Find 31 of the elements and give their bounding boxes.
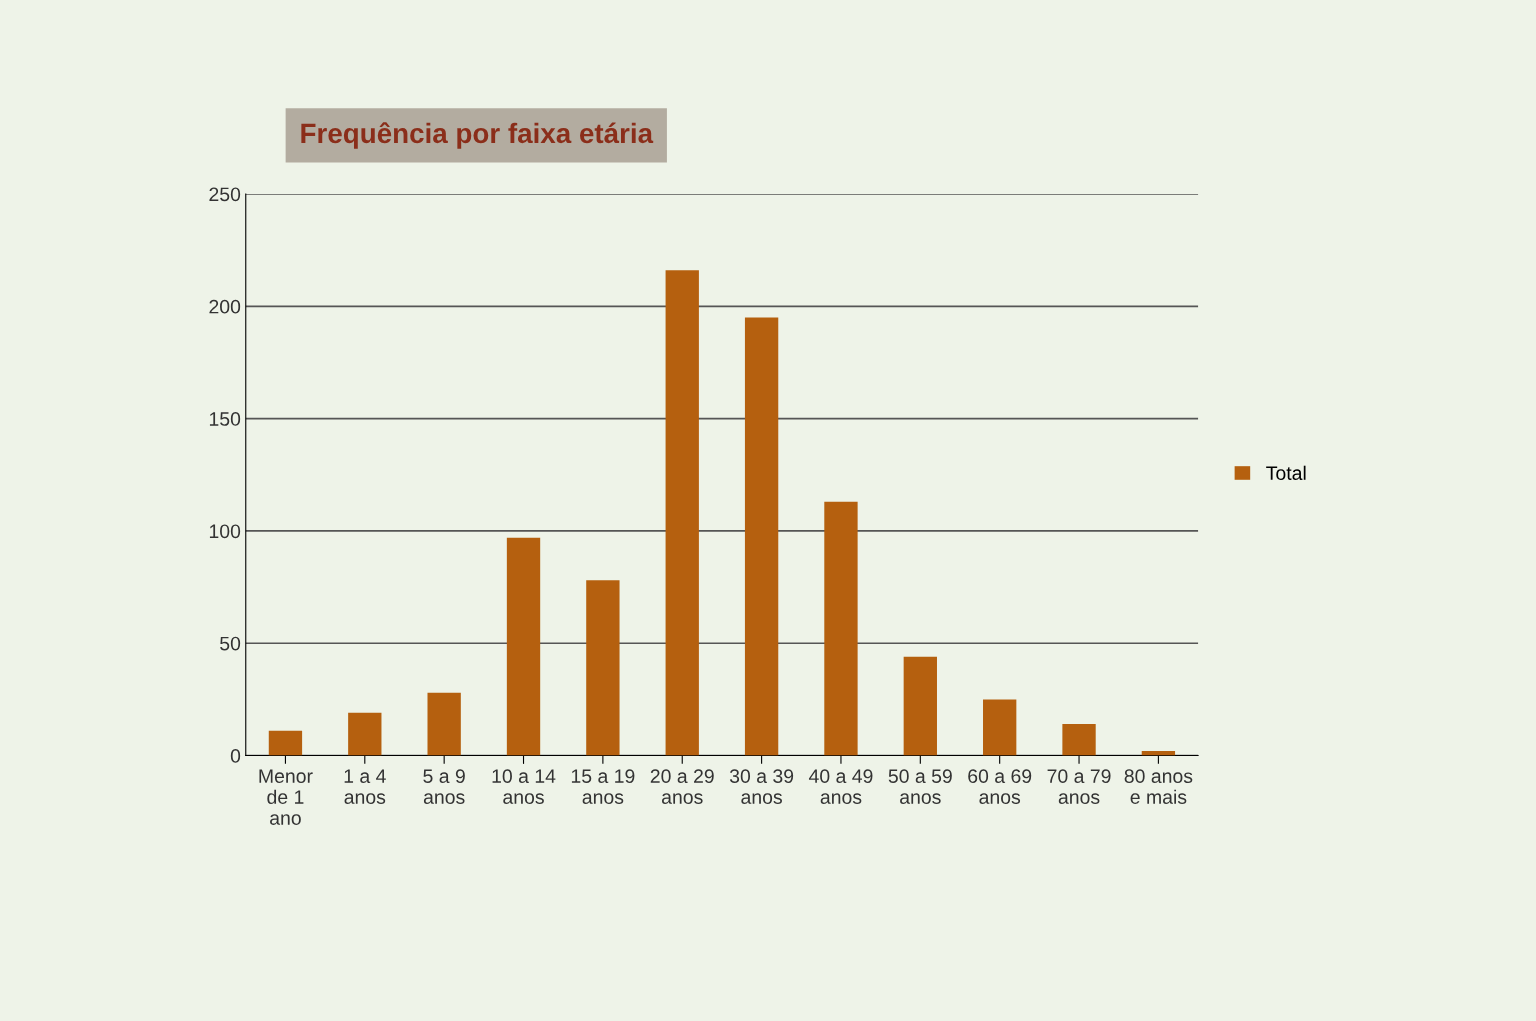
x-tick-label: 50 a 59 anos — [888, 769, 952, 804]
x-tick-label: 20 a 29 anos — [650, 769, 714, 804]
y-tick-label: 200 — [209, 299, 241, 314]
bar — [427, 692, 461, 756]
x-tick-label: 80 anos e mais — [1124, 769, 1193, 804]
legend-label: Total — [1266, 465, 1306, 480]
bar — [1062, 724, 1096, 756]
bar — [824, 501, 858, 756]
bar — [983, 699, 1017, 756]
bar — [903, 656, 937, 756]
chart-title: Frequência por faixa etária — [301, 122, 654, 149]
bar — [744, 317, 779, 756]
bar — [506, 537, 541, 756]
x-tick-label: 70 a 79 anos — [1047, 769, 1111, 804]
bar — [268, 730, 303, 756]
y-tick-label: 0 — [230, 749, 241, 763]
x-tick-label: 1 a 4 anos — [344, 769, 386, 804]
x-tick-label: 5 a 9 anos — [423, 769, 465, 804]
x-tick-label: 40 a 49 anos — [808, 769, 873, 804]
y-tick-label: 250 — [209, 187, 241, 202]
y-tick-label: 50 — [220, 636, 241, 651]
x-tick-label: 10 a 14 anos — [492, 769, 556, 804]
bar — [665, 270, 699, 756]
x-tick-label: Menor de 1 ano — [259, 769, 313, 825]
bar — [586, 580, 620, 756]
x-tick-label: 30 a 39 anos — [729, 769, 794, 804]
x-tick-label: 60 a 69 anos — [968, 769, 1032, 804]
bar — [348, 712, 382, 756]
y-tick-label: 150 — [209, 412, 241, 426]
y-tick-label: 100 — [209, 524, 241, 539]
x-tick-label: 15 a 19 anos — [571, 769, 635, 804]
